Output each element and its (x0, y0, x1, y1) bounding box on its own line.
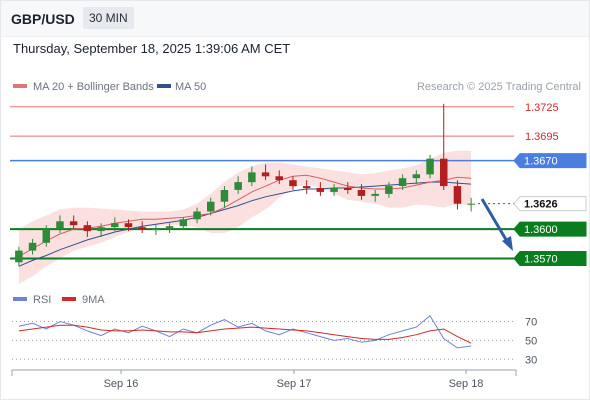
ma20-legend-swatch (13, 84, 27, 88)
x-tick-label: Sep 16 (104, 378, 139, 390)
timeframe-button[interactable]: 30 MIN (83, 7, 134, 29)
rsi-tick-label: 50 (525, 335, 537, 347)
candle-body (371, 193, 379, 196)
last-level-label: 1.3626 (524, 199, 558, 211)
pivot-level-label: 1.3670 (524, 156, 558, 168)
candle-body (28, 242, 37, 251)
chart-header: GBP/USD 30 MIN (0, 0, 590, 37)
rsi-tick-label: 30 (525, 354, 537, 366)
support-level-label: 1.3600 (524, 224, 558, 236)
candle-body (289, 180, 297, 187)
candle-body (97, 227, 105, 232)
candle-body (426, 158, 434, 175)
candle-body (193, 211, 201, 220)
x-tick-label: Sep 17 (277, 378, 312, 390)
ma20-legend-label: MA 20 + Bollinger Bands (33, 81, 154, 93)
rsi-plot-area: 70 50 30 (12, 315, 537, 366)
candle-body (111, 223, 119, 228)
ma50-line (18, 181, 472, 267)
time-axis: Sep 16 Sep 17 Sep 18 (11, 369, 517, 390)
rsi-ma-legend-label: 9MA (82, 294, 105, 306)
candle-body (385, 186, 393, 194)
rsi-ma-legend-swatch (62, 297, 76, 301)
candle-body (165, 226, 174, 230)
bollinger-band-fill (18, 150, 472, 284)
candle-body (398, 178, 407, 186)
x-tick-label: Sep 18 (449, 378, 484, 390)
candle-body (412, 174, 421, 179)
candle-body (179, 219, 188, 227)
timestamp: Thursday, September 18, 2025 1:39:06 AM … (13, 41, 291, 56)
forecast-arrow-head (502, 236, 513, 251)
candle-body (467, 203, 475, 205)
support-level-tag (513, 221, 587, 237)
candle-body (261, 172, 270, 177)
candle-body (42, 229, 50, 243)
candle-body (83, 225, 92, 232)
candle-body (56, 221, 64, 230)
ma50-legend-swatch (157, 84, 171, 88)
instrument-title: GBP/USD (11, 11, 75, 27)
candle-body (248, 172, 256, 183)
last-level-tag (513, 196, 587, 212)
candle-body (220, 190, 229, 202)
rsi-legend-label: RSI (33, 294, 51, 306)
rsi-line (18, 315, 472, 349)
candle-body (69, 221, 78, 226)
candle-body (138, 227, 146, 230)
rsi-legend-swatch (13, 297, 27, 301)
rsi-tick-label: 70 (525, 316, 537, 328)
candle-body (124, 223, 133, 228)
rsi-ma-line (18, 324, 472, 344)
resistance-level-label: 1.3695 (525, 131, 559, 143)
forecast-arrow-shaft (480, 198, 510, 244)
support-level-label: 1.3570 (524, 253, 558, 265)
candle-body (275, 176, 283, 181)
candle-body (316, 188, 325, 192)
ma20-line (18, 174, 472, 257)
candle-body (234, 182, 242, 190)
resistance-level-label: 1.3725 (525, 102, 559, 114)
ma50-legend-label: MA 50 (175, 81, 206, 93)
candle-body (302, 186, 311, 189)
candle-body (344, 188, 352, 190)
candle-body (330, 188, 338, 192)
candle-body (440, 158, 448, 187)
candle-body (207, 201, 215, 212)
support-level-tag (513, 250, 587, 266)
candle-body (357, 190, 366, 196)
candle-body (15, 250, 23, 263)
credit-text: Research © 2025 Trading Central (417, 81, 581, 93)
candle-body (453, 186, 462, 204)
candle-body (152, 229, 160, 231)
pivot-level-tag (513, 153, 587, 169)
price-plot-area: 1.3725 1.3695 1.3670 1.3626 1.3600 1.3570 (10, 102, 587, 284)
